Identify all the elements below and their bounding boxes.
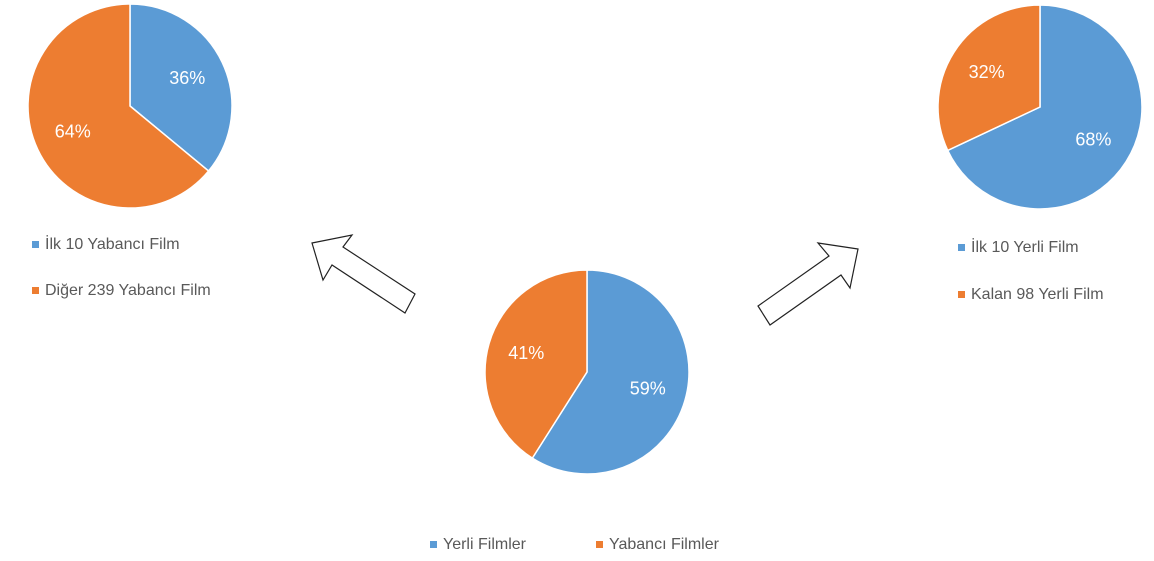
legend-label: Yerli Filmler — [443, 536, 527, 553]
legend-label: Yabancı Filmler — [609, 536, 720, 553]
legend-label: İlk 10 Yerli Film — [971, 237, 1079, 256]
pie-slice — [946, 4, 1143, 210]
pie-slice — [531, 269, 690, 475]
legend-swatch — [596, 541, 603, 548]
data-label: 41% — [508, 343, 544, 363]
legend-label: Kalan 98 Yerli Film — [971, 286, 1104, 303]
legend-swatch — [958, 244, 965, 251]
arrow-right — [757, 242, 859, 326]
data-label: 32% — [969, 62, 1005, 82]
legend-label: Diğer 239 Yabancı Film — [45, 282, 211, 299]
data-label: 36% — [169, 68, 205, 88]
data-label: 68% — [1075, 130, 1111, 150]
pie-slice — [937, 4, 1041, 152]
legend-swatch — [32, 241, 39, 248]
pie-slice — [27, 3, 210, 209]
legend-label: İlk 10 Yabancı Film — [45, 234, 180, 253]
legend-swatch — [430, 541, 437, 548]
arrow-left — [311, 234, 416, 314]
data-label: 64% — [55, 122, 91, 142]
pie-slice — [484, 269, 588, 460]
data-label: 59% — [630, 378, 666, 398]
legend-swatch — [958, 291, 965, 298]
legend-swatch — [32, 287, 39, 294]
pie-slice — [129, 3, 233, 173]
